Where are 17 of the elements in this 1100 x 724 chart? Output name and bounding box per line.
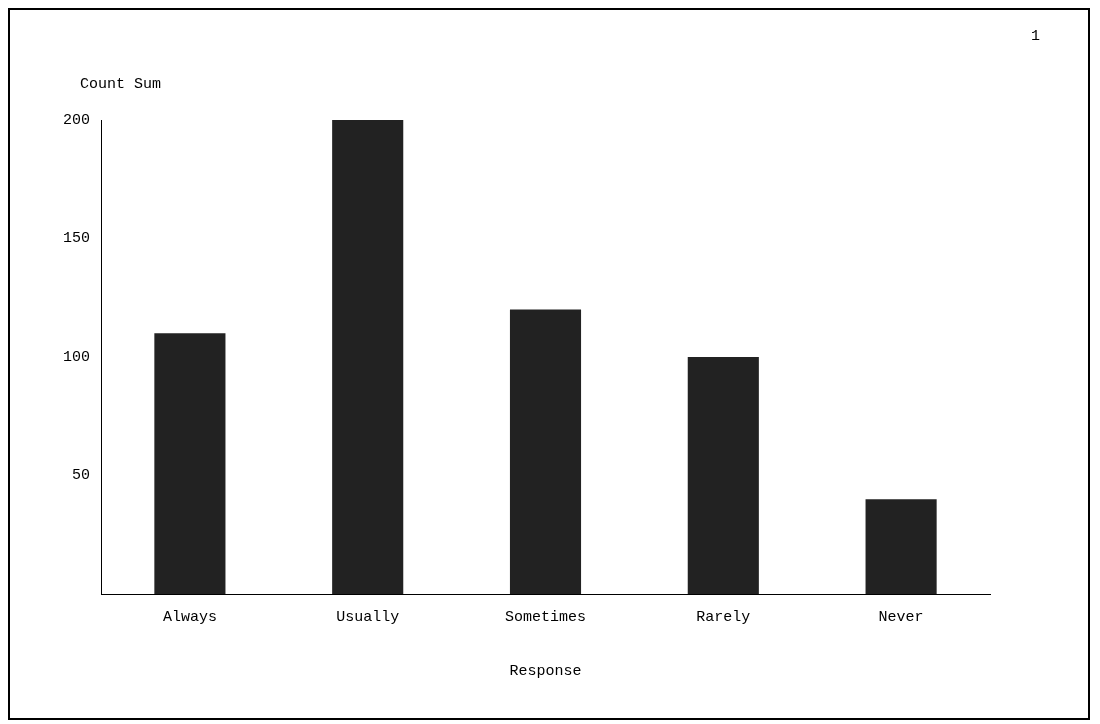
bar (865, 499, 937, 594)
y-tick-label: 100 (62, 348, 90, 366)
bar (687, 357, 759, 594)
bar (332, 120, 404, 594)
x-tick-label: Never (878, 608, 924, 626)
y-tick-label: 200 (62, 111, 90, 129)
x-tick-label: Always (162, 608, 217, 626)
text: 1 (1030, 28, 1040, 45)
y-tick-label: 50 (71, 467, 90, 485)
y-axis-title: Count Sum (80, 76, 162, 93)
x-tick-label: Usually (336, 608, 400, 626)
bar (154, 333, 226, 594)
x-tick-label: Sometimes (504, 608, 587, 626)
y-tick-label: 150 (62, 230, 90, 248)
bar (509, 309, 582, 594)
x-axis-title: Response (509, 662, 582, 680)
x-tick-label: Rarely (696, 608, 751, 626)
